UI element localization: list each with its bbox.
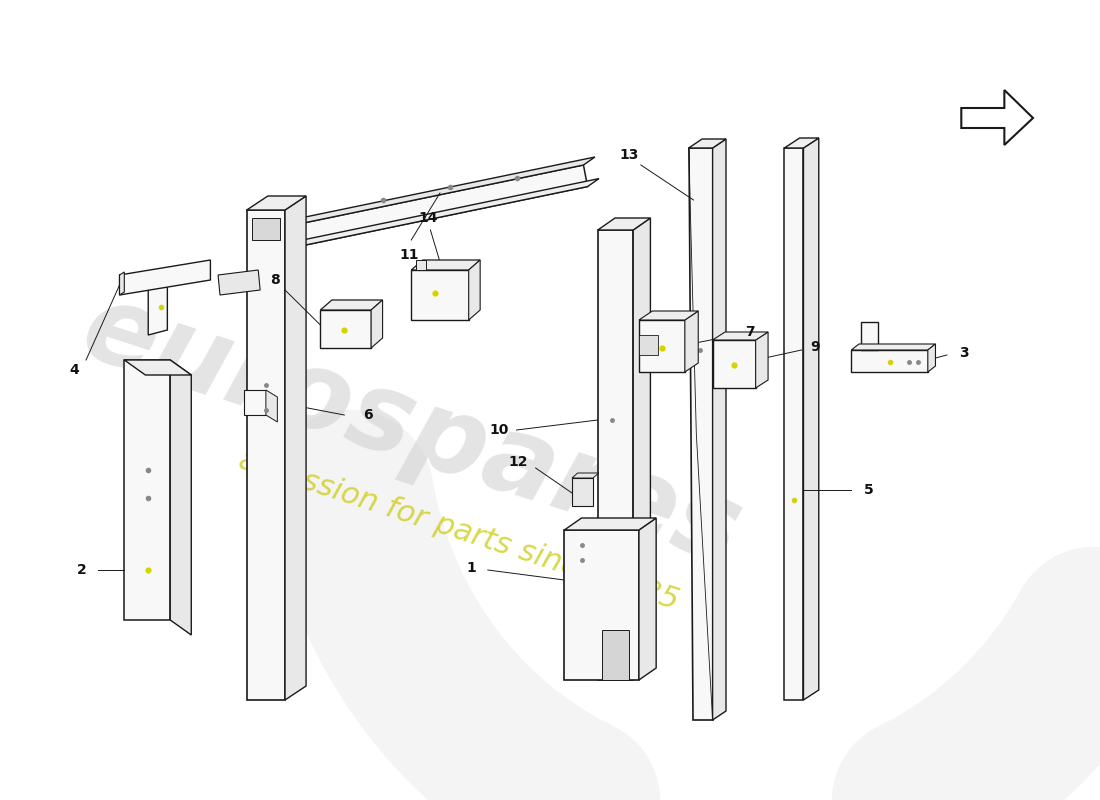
Text: 11: 11 xyxy=(399,248,419,262)
Polygon shape xyxy=(320,300,383,310)
Polygon shape xyxy=(371,300,383,348)
Polygon shape xyxy=(218,270,260,295)
Polygon shape xyxy=(803,138,818,700)
Polygon shape xyxy=(320,310,371,348)
Polygon shape xyxy=(564,530,639,680)
Polygon shape xyxy=(124,360,191,375)
Polygon shape xyxy=(927,344,935,372)
Polygon shape xyxy=(469,260,481,320)
Polygon shape xyxy=(597,230,634,680)
Polygon shape xyxy=(784,148,803,700)
Polygon shape xyxy=(961,90,1033,145)
Polygon shape xyxy=(634,218,650,680)
Text: 3: 3 xyxy=(959,346,969,360)
Polygon shape xyxy=(861,322,878,350)
Polygon shape xyxy=(639,311,698,320)
Polygon shape xyxy=(756,332,768,388)
Text: 5: 5 xyxy=(864,483,873,497)
Text: 4: 4 xyxy=(69,363,79,377)
Polygon shape xyxy=(685,311,698,372)
Polygon shape xyxy=(416,260,426,270)
Polygon shape xyxy=(602,630,629,680)
Polygon shape xyxy=(784,138,818,148)
Polygon shape xyxy=(246,210,285,700)
Polygon shape xyxy=(270,157,595,230)
Polygon shape xyxy=(124,360,170,620)
Polygon shape xyxy=(148,275,167,335)
Polygon shape xyxy=(851,344,935,350)
Polygon shape xyxy=(572,478,593,506)
Polygon shape xyxy=(274,178,600,251)
Text: 1: 1 xyxy=(466,561,476,575)
Text: 14: 14 xyxy=(419,211,438,225)
Polygon shape xyxy=(713,139,726,720)
Polygon shape xyxy=(639,518,657,680)
Text: 12: 12 xyxy=(508,455,528,469)
Polygon shape xyxy=(120,272,124,295)
Polygon shape xyxy=(285,196,306,700)
Polygon shape xyxy=(572,473,598,478)
Polygon shape xyxy=(597,218,650,230)
Text: 13: 13 xyxy=(619,148,639,162)
Text: 8: 8 xyxy=(271,273,281,287)
Polygon shape xyxy=(411,270,469,320)
Text: 10: 10 xyxy=(490,423,509,437)
Polygon shape xyxy=(639,320,685,372)
Polygon shape xyxy=(689,148,713,720)
Text: eurospares: eurospares xyxy=(69,274,754,586)
Text: 2: 2 xyxy=(76,563,86,577)
Text: 6: 6 xyxy=(363,408,373,422)
Polygon shape xyxy=(411,260,481,270)
Polygon shape xyxy=(246,196,306,210)
Polygon shape xyxy=(689,139,726,148)
Polygon shape xyxy=(564,518,657,530)
Polygon shape xyxy=(270,165,587,251)
Polygon shape xyxy=(851,350,927,372)
Polygon shape xyxy=(639,335,658,355)
Text: a passion for parts since 1985: a passion for parts since 1985 xyxy=(235,445,683,615)
Polygon shape xyxy=(713,332,768,340)
Polygon shape xyxy=(170,360,191,635)
Polygon shape xyxy=(120,260,210,295)
Polygon shape xyxy=(244,390,266,415)
Text: 9: 9 xyxy=(810,340,820,354)
Polygon shape xyxy=(713,340,756,388)
Text: 7: 7 xyxy=(745,325,755,339)
Polygon shape xyxy=(252,218,280,240)
Polygon shape xyxy=(266,390,277,422)
